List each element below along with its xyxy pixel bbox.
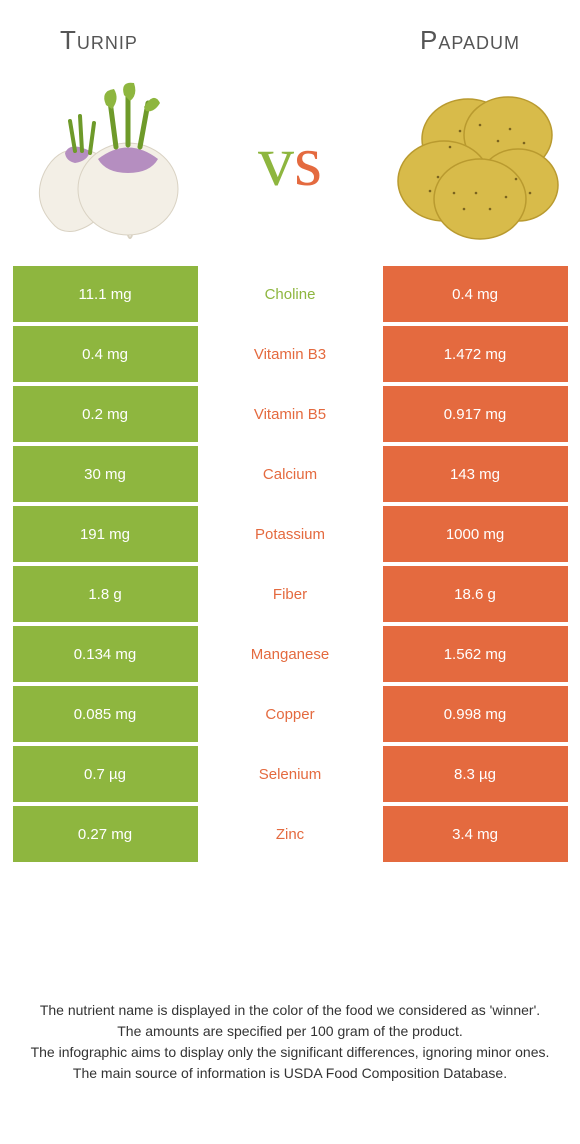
right-food-name: Papadum: [420, 25, 520, 56]
nutrient-name: Copper: [198, 686, 383, 742]
nutrient-row: 0.27 mgZinc3.4 mg: [13, 806, 568, 862]
nutrient-name: Choline: [198, 266, 383, 322]
right-value: 1.562 mg: [383, 626, 568, 682]
nutrient-name: Potassium: [198, 506, 383, 562]
right-value: 3.4 mg: [383, 806, 568, 862]
left-value: 30 mg: [13, 446, 198, 502]
right-value: 0.998 mg: [383, 686, 568, 742]
footer-notes: The nutrient name is displayed in the co…: [0, 1000, 580, 1084]
nutrient-row: 191 mgPotassium1000 mg: [13, 506, 568, 562]
left-value: 0.7 µg: [13, 746, 198, 802]
left-value: 1.8 g: [13, 566, 198, 622]
vs-label: vs: [258, 125, 322, 197]
nutrient-name: Selenium: [198, 746, 383, 802]
footer-line: The infographic aims to display only the…: [30, 1042, 550, 1063]
nutrient-name: Vitamin B3: [198, 326, 383, 382]
right-value: 8.3 µg: [383, 746, 568, 802]
nutrient-name: Fiber: [198, 566, 383, 622]
left-value: 0.27 mg: [13, 806, 198, 862]
left-value: 0.134 mg: [13, 626, 198, 682]
left-value: 191 mg: [13, 506, 198, 562]
papadum-icon: [398, 97, 558, 239]
nutrient-row: 0.2 mgVitamin B50.917 mg: [13, 386, 568, 442]
left-food-name: Turnip: [60, 25, 138, 56]
nutrient-row: 0.4 mgVitamin B31.472 mg: [13, 326, 568, 382]
left-value: 0.085 mg: [13, 686, 198, 742]
left-value: 11.1 mg: [13, 266, 198, 322]
left-value: 0.4 mg: [13, 326, 198, 382]
vs-v: v: [258, 121, 294, 201]
nutrient-row: 0.085 mgCopper0.998 mg: [13, 686, 568, 742]
right-value: 0.4 mg: [383, 266, 568, 322]
vs-s: s: [294, 121, 322, 201]
header-names: Turnip Papadum: [0, 0, 580, 66]
right-value: 143 mg: [383, 446, 568, 502]
right-value: 1.472 mg: [383, 326, 568, 382]
right-value: 1000 mg: [383, 506, 568, 562]
nutrient-row: 30 mgCalcium143 mg: [13, 446, 568, 502]
nutrient-name: Zinc: [198, 806, 383, 862]
image-row: vs: [0, 66, 580, 266]
papadum-illustration: [390, 81, 560, 241]
turnip-icon: [39, 83, 178, 238]
nutrient-row: 11.1 mgCholine0.4 mg: [13, 266, 568, 322]
right-value: 18.6 g: [383, 566, 568, 622]
nutrient-name: Manganese: [198, 626, 383, 682]
nutrient-row: 0.134 mgManganese1.562 mg: [13, 626, 568, 682]
nutrient-table: 11.1 mgCholine0.4 mg0.4 mgVitamin B31.47…: [13, 266, 568, 862]
footer-line: The amounts are specified per 100 gram o…: [30, 1021, 550, 1042]
footer-line: The main source of information is USDA F…: [30, 1063, 550, 1084]
footer-line: The nutrient name is displayed in the co…: [30, 1000, 550, 1021]
left-value: 0.2 mg: [13, 386, 198, 442]
nutrient-name: Calcium: [198, 446, 383, 502]
turnip-illustration: [20, 81, 190, 241]
nutrient-row: 1.8 gFiber18.6 g: [13, 566, 568, 622]
nutrient-row: 0.7 µgSelenium8.3 µg: [13, 746, 568, 802]
nutrient-name: Vitamin B5: [198, 386, 383, 442]
right-value: 0.917 mg: [383, 386, 568, 442]
